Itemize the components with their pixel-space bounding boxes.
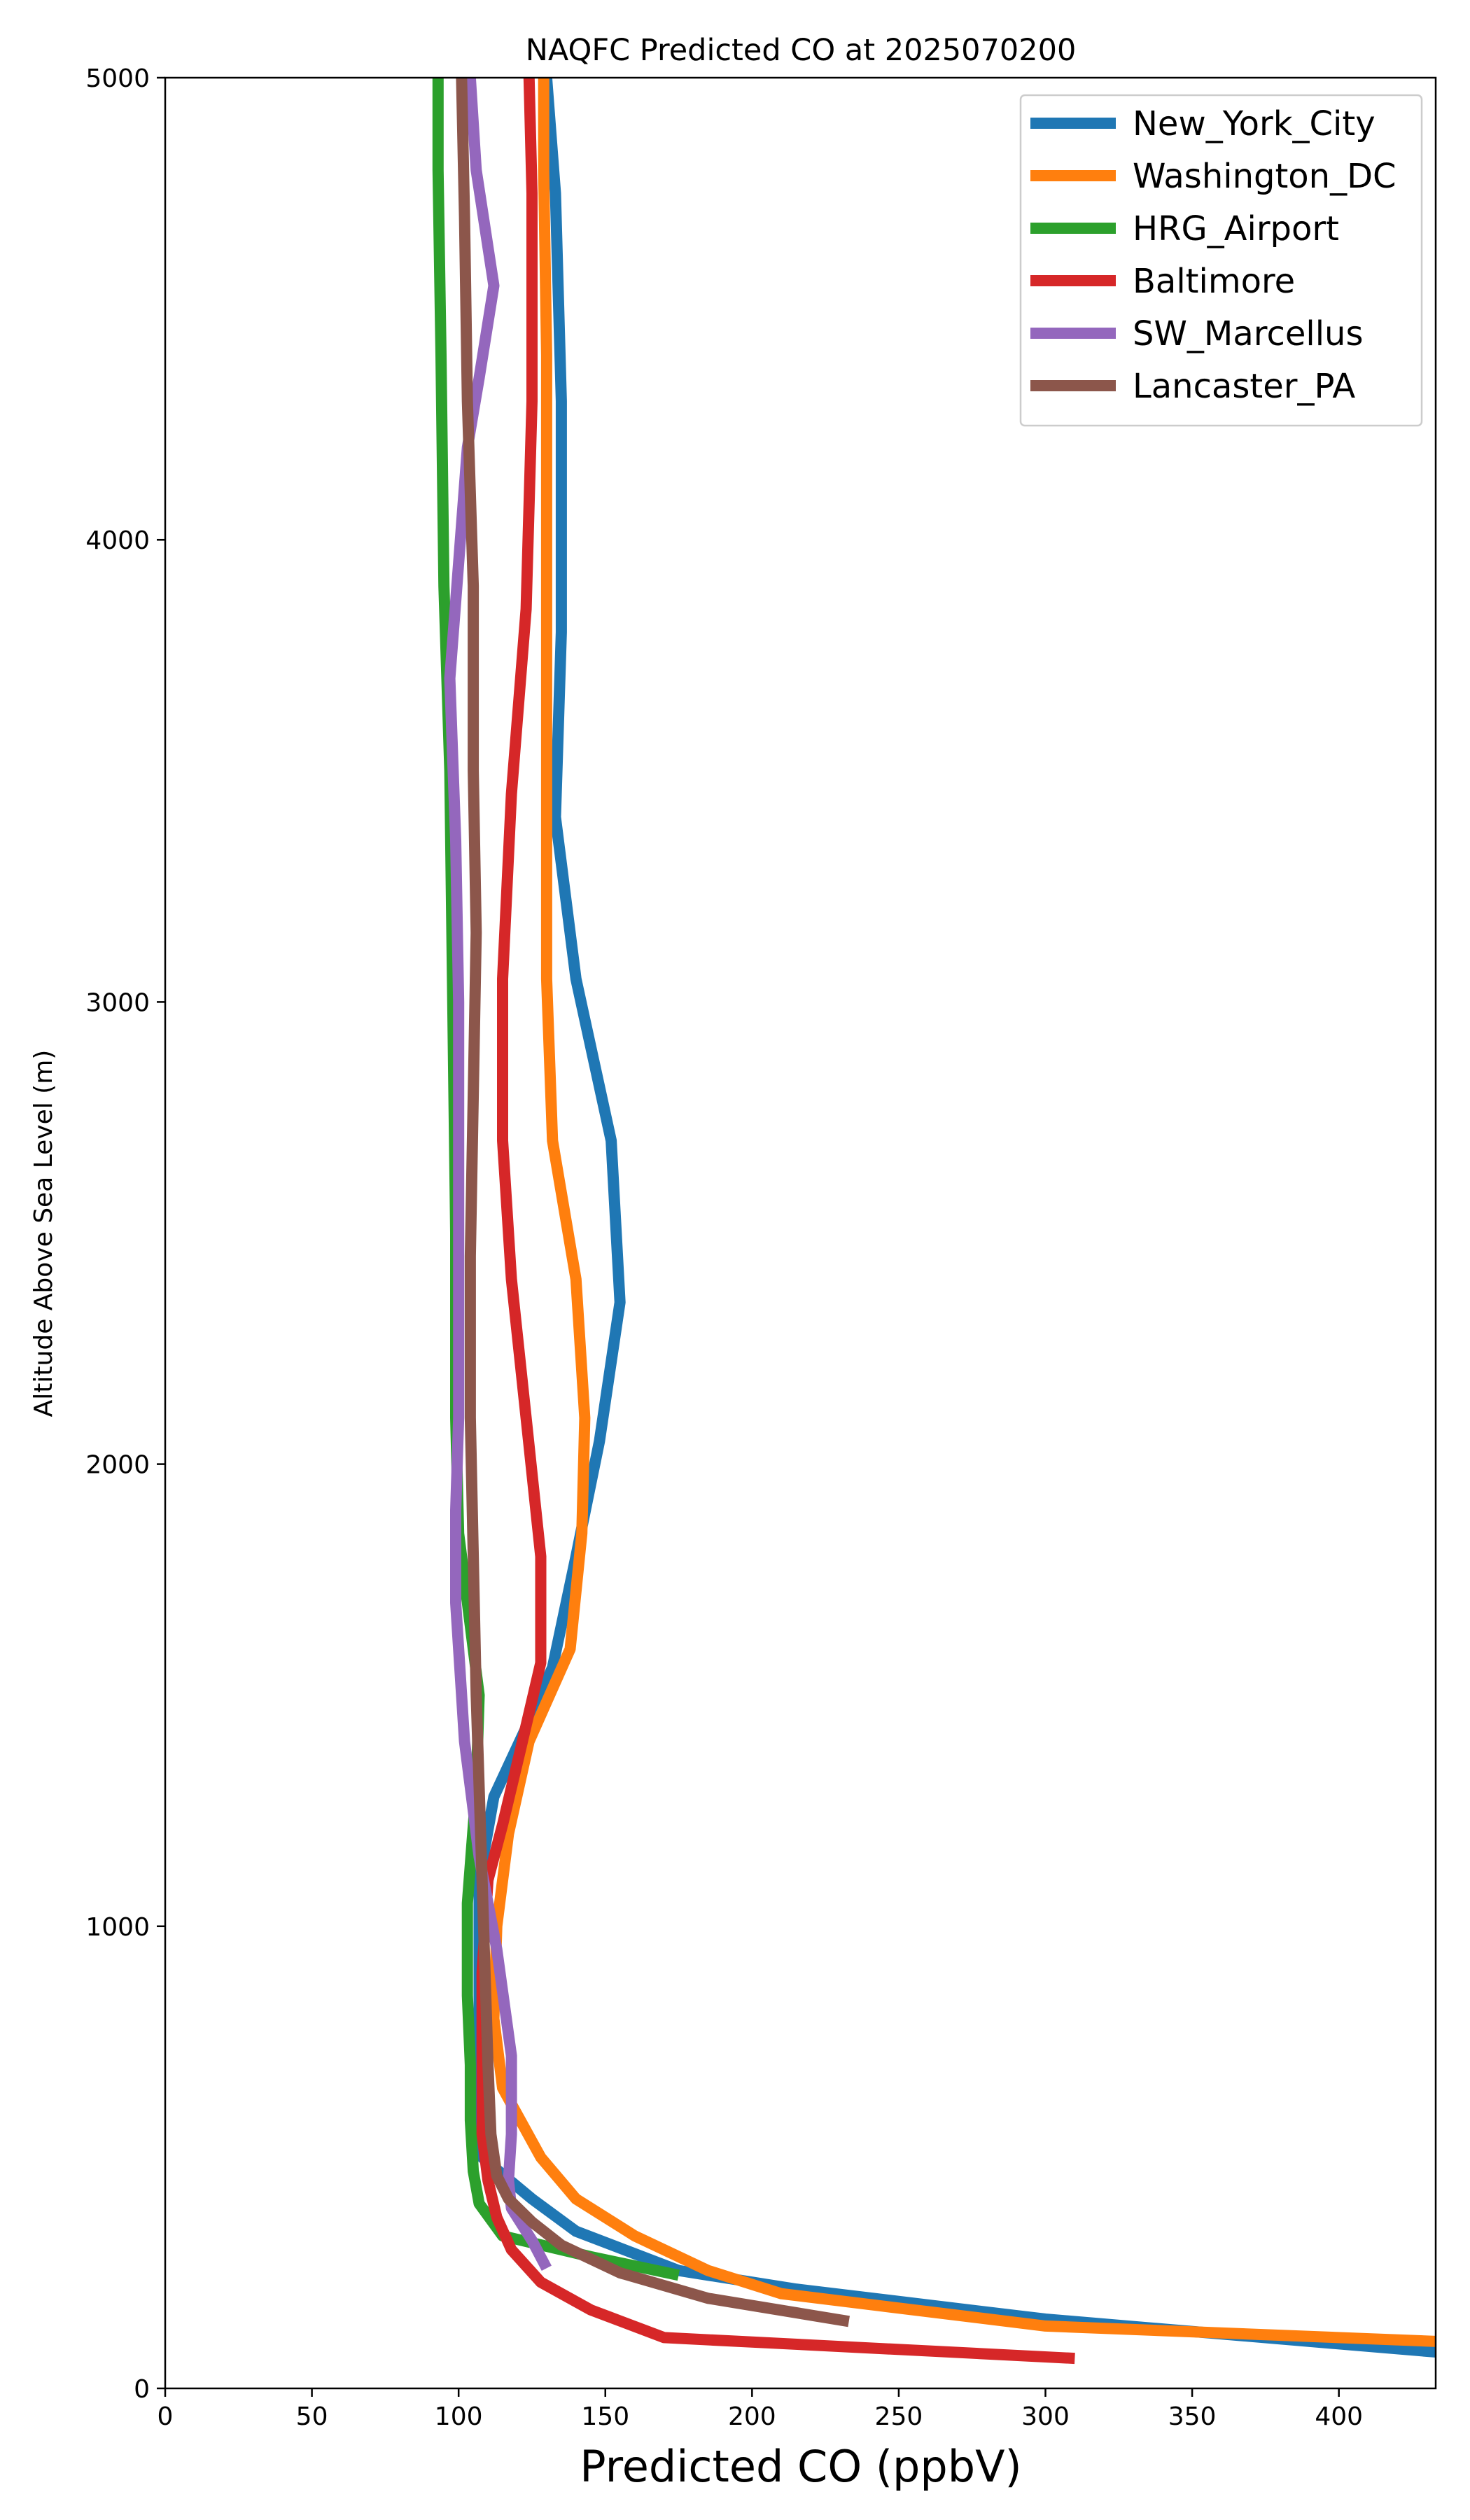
x-tick-label: 300	[1021, 2402, 1070, 2431]
plot-frame	[164, 76, 1437, 2390]
plot-lines	[432, 78, 1436, 2365]
legend-label-Baltimore: Baltimore	[1133, 262, 1295, 301]
legend-box	[1019, 94, 1423, 427]
y-tick-label: 2000	[85, 1451, 150, 1480]
x-tick-label: 150	[581, 2402, 629, 2431]
x-tick-label: 100	[435, 2402, 483, 2431]
series-line-Lancaster_PA	[456, 78, 850, 2328]
chart-title: NAQFC Predicted CO at 2025070200	[526, 33, 1077, 68]
series-line-New_York_City	[473, 78, 1436, 2358]
y-tick-label: 3000	[85, 988, 150, 1017]
y-tick-label: 5000	[85, 64, 150, 93]
y-tick-label: 0	[134, 2375, 150, 2404]
y-tick-label: 4000	[85, 526, 150, 555]
legend: New_York_City Washington_DC HRG_Airport Bal…	[1019, 94, 1423, 427]
legend-label-SW_Marcellus: SW_Marcellus	[1133, 314, 1363, 354]
y-axis-label: Altitude Above Sea Level (m)	[29, 1050, 58, 1418]
x-tick-label: 250	[875, 2402, 923, 2431]
legend-label-New_York_City: New_York_City	[1133, 104, 1376, 144]
y-tick-label: 1000	[85, 1913, 150, 1942]
x-tick-label: 200	[728, 2402, 776, 2431]
x-tick-label: 50	[296, 2402, 328, 2431]
x-axis-ticks: 0 50 100 150 200 250 300 350 400	[158, 2388, 1363, 2431]
series-line-Washington_DC	[488, 78, 1436, 2347]
legend-label-Washington_DC: Washington_DC	[1133, 157, 1396, 196]
series-line-Baltimore	[476, 78, 1075, 2365]
x-axis-label: Predicted CO (ppbV)	[580, 2441, 1021, 2492]
y-axis-ticks: 0 1000 2000 3000 4000 5000	[85, 64, 165, 2404]
legend-label-HRG_Airport: HRG_Airport	[1133, 209, 1339, 248]
legend-label-Lancaster_PA: Lancaster_PA	[1133, 367, 1355, 406]
x-tick-label: 0	[158, 2402, 174, 2431]
x-tick-label: 350	[1168, 2402, 1217, 2431]
x-tick-label: 400	[1315, 2402, 1363, 2431]
